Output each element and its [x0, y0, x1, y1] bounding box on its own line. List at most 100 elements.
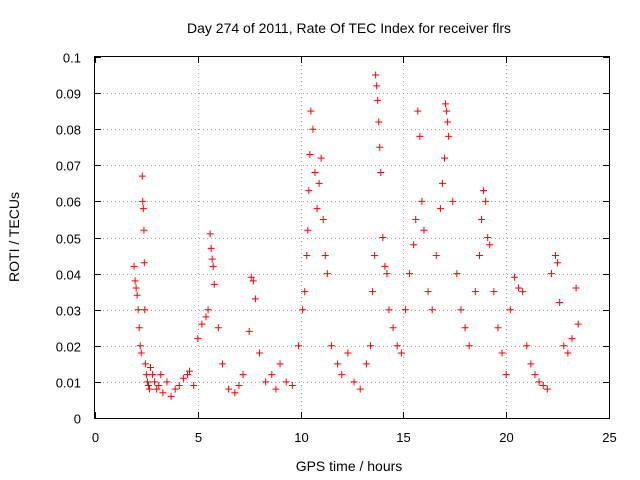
x-tick-label: 0 — [92, 430, 99, 445]
data-point — [556, 298, 564, 306]
data-point — [547, 270, 555, 278]
data-point — [225, 385, 233, 393]
data-point — [564, 349, 572, 357]
data-point — [543, 385, 551, 393]
x-tick-label: 10 — [294, 430, 308, 445]
x-axis-title: GPS time / hours — [296, 458, 403, 474]
chart-title: Day 274 of 2011, Rate Of TEC Index for r… — [187, 20, 511, 36]
data-point — [356, 385, 364, 393]
data-point — [515, 284, 523, 292]
data-point — [465, 342, 473, 350]
data-point — [317, 154, 325, 162]
data-point — [305, 187, 313, 195]
data-point — [344, 349, 352, 357]
data-point — [288, 382, 296, 390]
y-tick-label: 0 — [74, 412, 81, 427]
data-point — [375, 118, 383, 126]
data-point — [574, 320, 582, 328]
data-point — [482, 197, 490, 205]
y-tick-label: 0.03 — [56, 304, 81, 319]
data-point — [282, 378, 290, 386]
data-point — [140, 259, 148, 267]
data-point — [554, 259, 562, 267]
data-point — [527, 360, 535, 368]
data-point — [301, 288, 309, 296]
y-tick-label: 0.02 — [56, 340, 81, 355]
data-point — [175, 382, 183, 390]
data-point — [198, 320, 206, 328]
data-point — [167, 392, 175, 400]
data-point — [494, 324, 502, 332]
y-tick-label: 0.05 — [56, 232, 81, 247]
data-point — [190, 382, 198, 390]
x-tick-label: 25 — [602, 430, 616, 445]
data-point — [145, 385, 153, 393]
data-point — [143, 378, 151, 386]
data-point — [443, 107, 451, 115]
data-point — [372, 71, 380, 79]
data-point — [393, 342, 401, 350]
data-point — [506, 306, 514, 314]
data-point — [334, 360, 342, 368]
data-point — [141, 306, 149, 314]
data-point — [307, 107, 315, 115]
data-point — [155, 382, 163, 390]
data-point — [373, 82, 381, 90]
data-point — [247, 273, 255, 281]
data-point — [184, 371, 192, 379]
data-point — [420, 226, 428, 234]
data-point — [137, 349, 145, 357]
data-point — [131, 277, 139, 285]
data-point — [410, 241, 418, 249]
data-point — [139, 197, 147, 205]
data-point — [313, 205, 321, 213]
data-point — [142, 371, 150, 379]
data-point — [523, 342, 531, 350]
data-point — [153, 385, 161, 393]
data-point — [424, 288, 432, 296]
data-point — [432, 252, 440, 260]
data-point — [179, 374, 187, 382]
data-point — [140, 226, 148, 234]
data-point — [389, 324, 397, 332]
data-point — [490, 288, 498, 296]
data-point — [295, 342, 303, 350]
data-point — [231, 389, 239, 397]
data-point — [418, 197, 426, 205]
data-point — [379, 234, 387, 241]
data-point — [245, 327, 253, 335]
data-point — [560, 342, 568, 350]
data-point — [416, 132, 424, 140]
data-point — [249, 277, 257, 285]
y-tick-label: 0.08 — [56, 123, 81, 138]
data-point — [539, 382, 547, 390]
y-tick-label: 0.07 — [56, 159, 81, 174]
data-point — [323, 270, 331, 278]
data-point — [149, 371, 157, 379]
data-point — [572, 284, 580, 292]
data-point — [163, 378, 171, 386]
data-point — [135, 324, 143, 332]
y-tick-label: 0.1 — [63, 51, 81, 66]
data-point — [132, 284, 140, 292]
data-point — [133, 291, 141, 299]
data-point — [457, 306, 465, 314]
data-point — [206, 230, 214, 238]
data-point — [436, 205, 444, 213]
data-point — [303, 252, 311, 260]
data-point — [338, 371, 346, 379]
data-point — [510, 273, 518, 281]
data-point — [151, 378, 159, 386]
data-point — [202, 313, 210, 321]
data-point — [445, 132, 453, 140]
data-point — [362, 360, 370, 368]
data-point — [449, 197, 457, 205]
data-point — [486, 241, 494, 249]
data-point — [321, 252, 329, 260]
data-point — [461, 324, 469, 332]
axis-layer: 0 0.01 0.02 0.03 0.04 0.05 0.06 0.07 0.08 0.09 0.1… — [56, 51, 617, 446]
data-point — [453, 270, 461, 278]
data-point — [568, 335, 576, 343]
data-point — [397, 349, 405, 357]
